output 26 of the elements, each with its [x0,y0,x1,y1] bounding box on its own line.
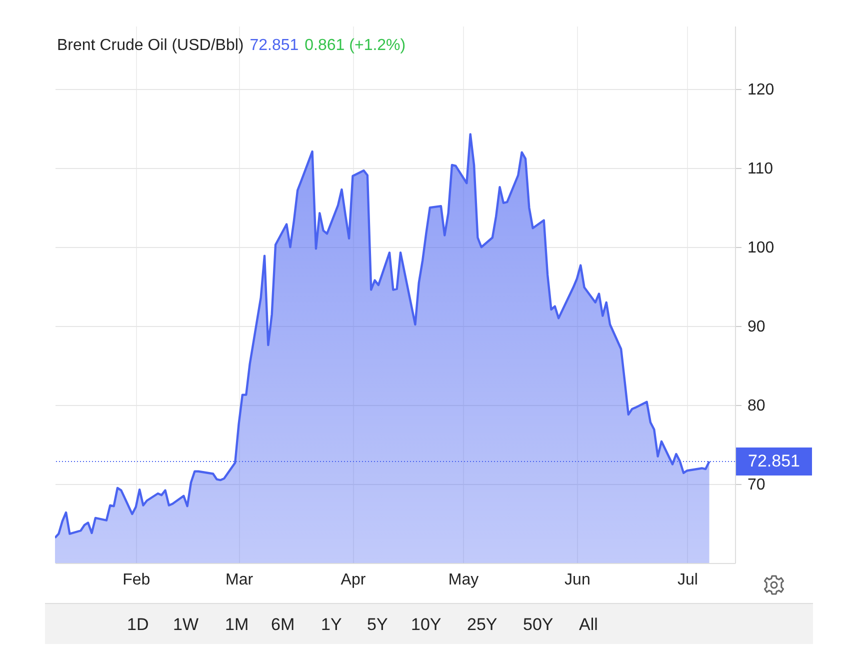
x-tick-label: Feb [122,572,150,588]
y-tick-label: 110 [748,160,774,178]
y-tick-label: 80 [748,398,766,415]
y-tick-label: 120 [748,82,774,99]
text: Brent Crude Oil (USD/Bbl) [57,37,244,54]
text: 1Y [321,615,342,635]
x-tick-label: Mar [226,572,254,588]
text: 6M [271,615,295,635]
text: 5Y [367,615,388,635]
y-tick-label: 100 [748,240,774,257]
y-tick-label: 70 [748,476,766,494]
text: All [579,615,598,635]
x-tick-label: Jun [564,572,590,588]
x-tick-label: May [448,572,479,588]
y-tick-label: 90 [748,318,766,336]
text: 1W [173,615,198,635]
text: 1M [225,615,249,635]
text: 1D [127,615,149,635]
x-tick-label: Jul [677,572,698,588]
x-tick-label: Apr [340,572,366,588]
annotation: 72.851 [250,37,299,54]
annotation: 0.861 (+1.2%) [304,37,406,54]
ref-line-label: 72.851 [748,452,800,471]
text: 25Y [467,615,498,635]
text: 10Y [411,615,442,635]
text: 50Y [523,615,554,635]
